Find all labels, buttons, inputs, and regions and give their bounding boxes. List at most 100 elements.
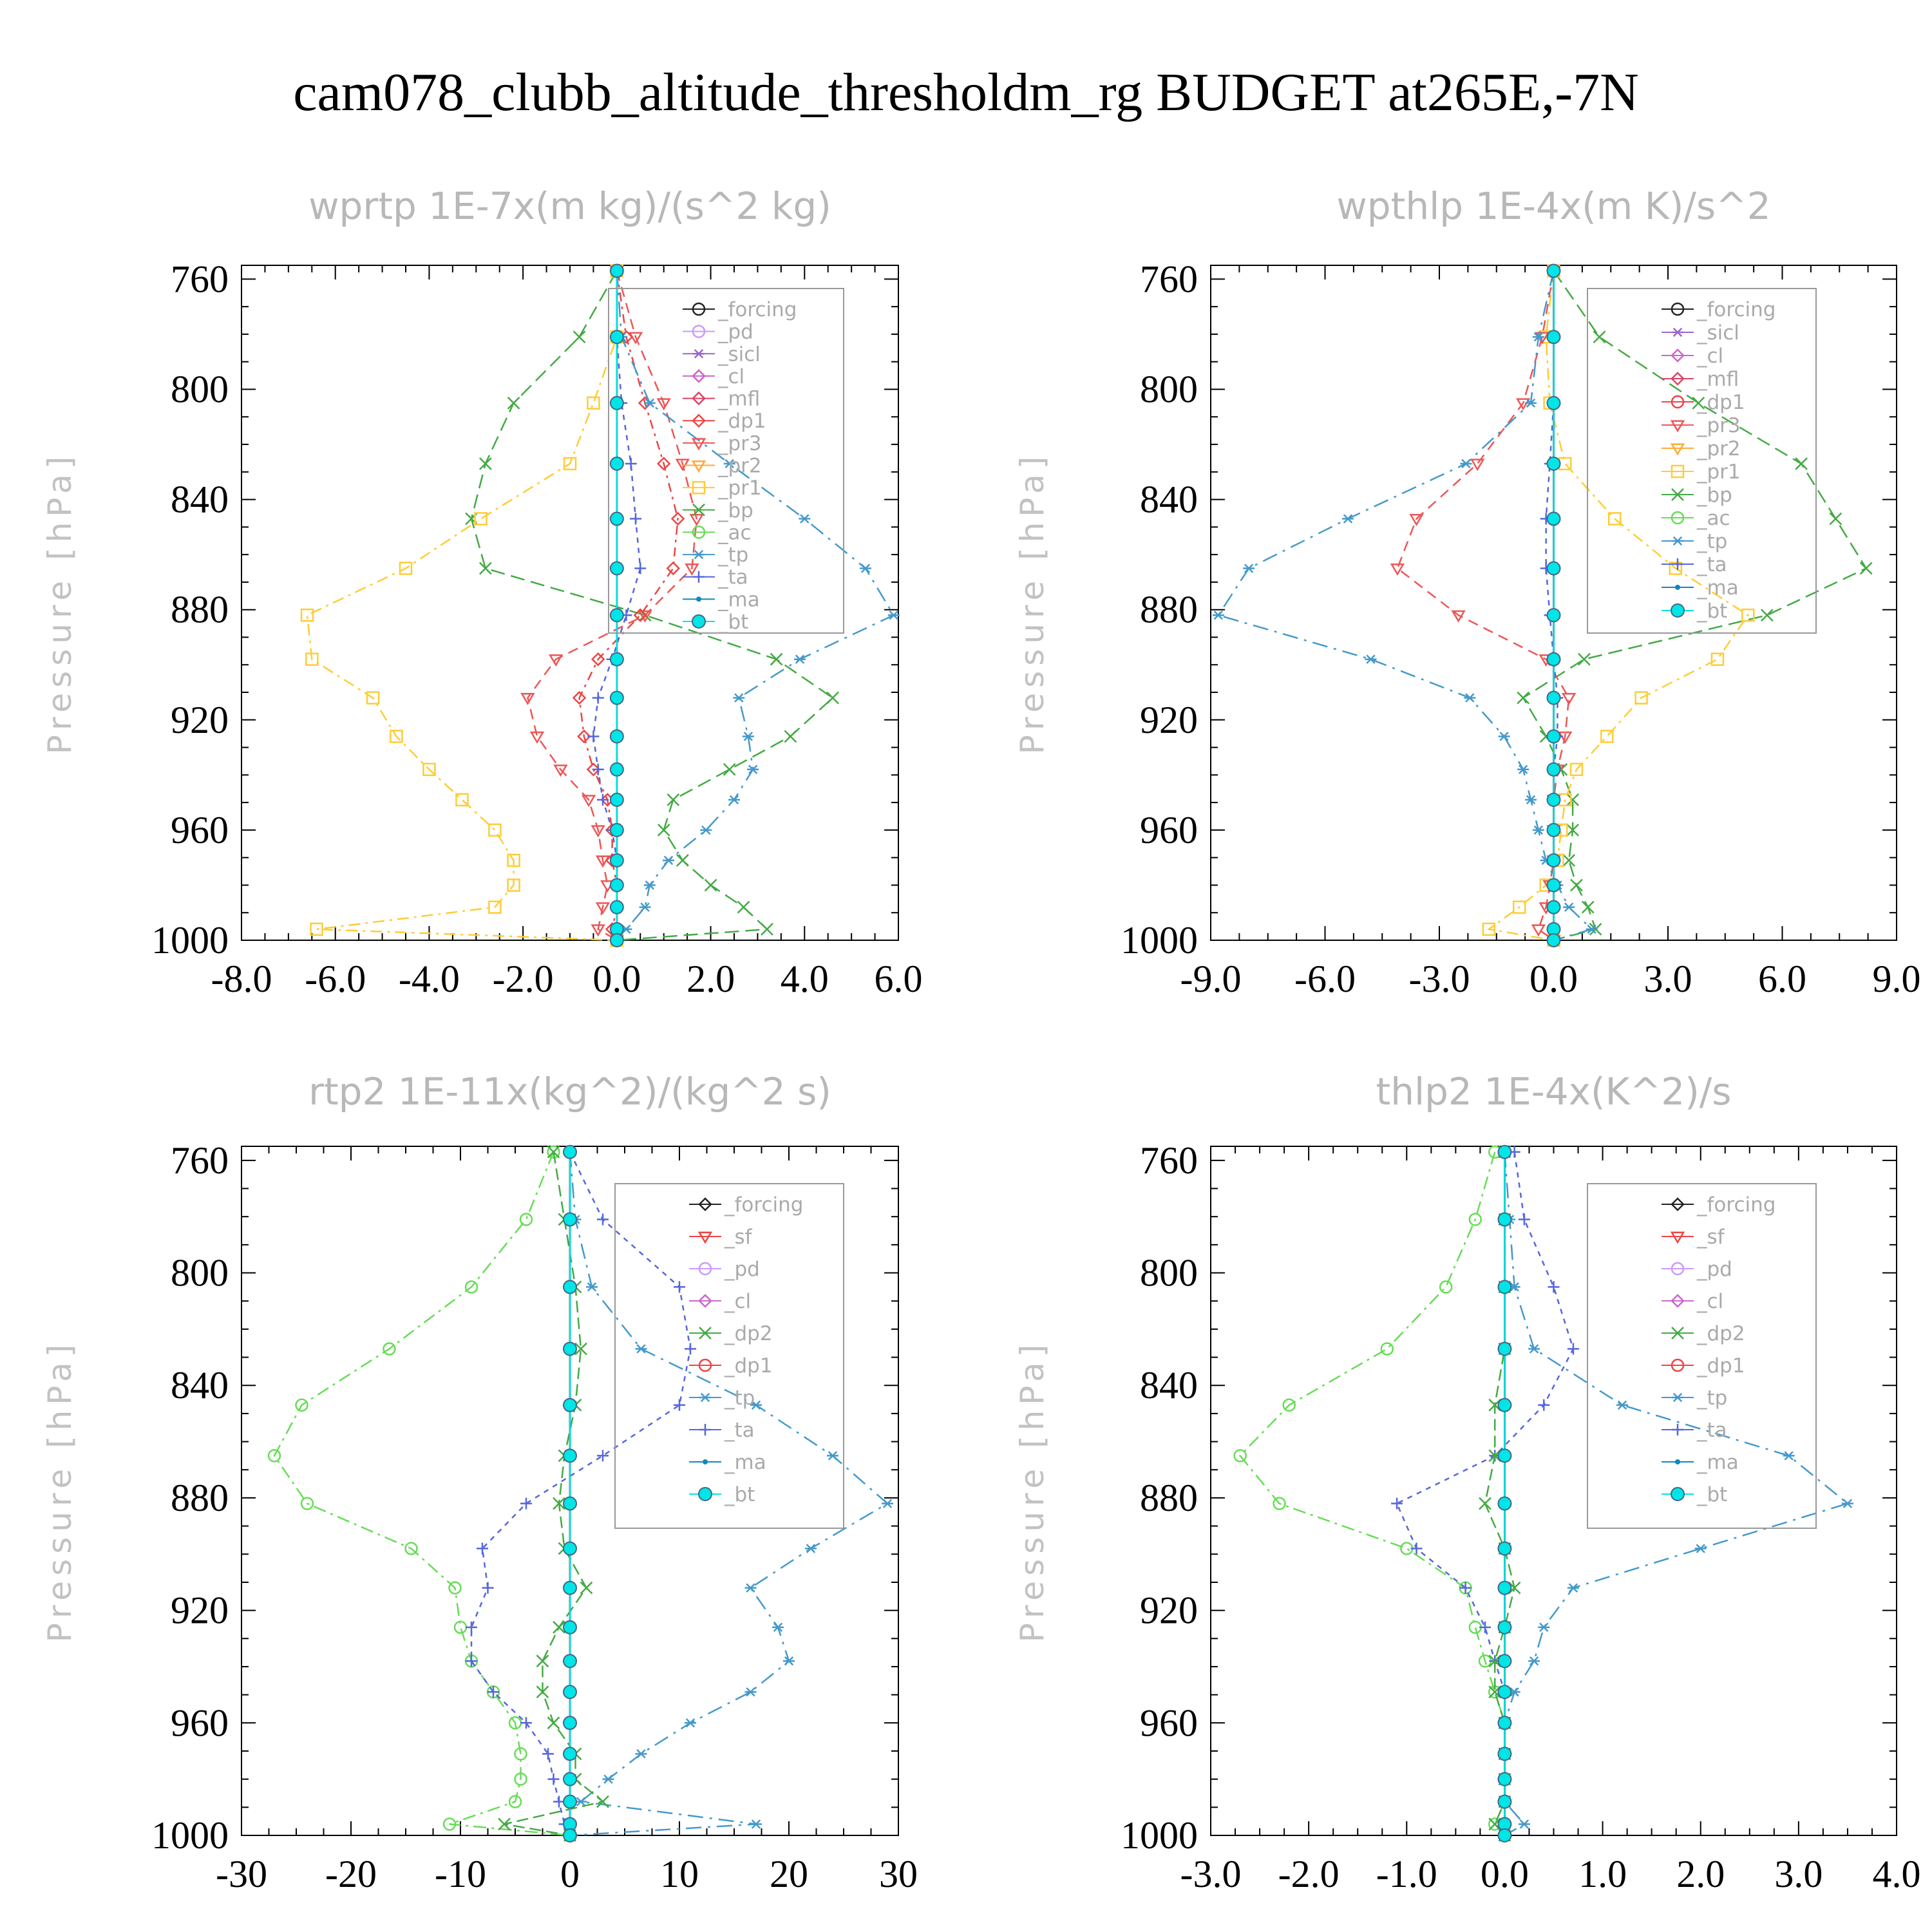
y-axis-label: Pressure [hPa] <box>1014 1340 1051 1643</box>
legend-entry: _dp1 <box>724 1354 773 1378</box>
legend-entry: _tp <box>1696 1387 1727 1410</box>
data-point-tp <box>1365 654 1377 664</box>
data-point-dp1 <box>666 561 681 576</box>
legend-entry: _cl <box>724 1290 751 1313</box>
legend-entry: _pr3 <box>1696 414 1741 437</box>
data-point-tp <box>783 1656 795 1666</box>
data-point-tp <box>586 1282 598 1292</box>
legend-marker <box>1670 1231 1685 1244</box>
data-point-pr3 <box>656 398 671 411</box>
data-point-dp1 <box>383 1342 396 1356</box>
data-point-bt <box>1497 1212 1512 1227</box>
data-point-pr1 <box>399 562 413 575</box>
data-point-bt <box>1546 263 1561 278</box>
legend-marker <box>691 438 706 451</box>
data-point-pr3 <box>1531 924 1546 937</box>
data-point-bt <box>1546 511 1561 526</box>
data-point-bt <box>563 1747 577 1761</box>
data-point-ta <box>547 1773 560 1785</box>
data-point-bt <box>563 1144 577 1159</box>
data-point-dp1 <box>404 1542 418 1555</box>
y-tick-label: 840 <box>171 478 229 521</box>
legend-marker <box>698 1197 712 1211</box>
legend-marker <box>692 325 706 338</box>
data-point-tp <box>643 880 656 890</box>
series-line-tp <box>1217 270 1594 942</box>
data-point-tp <box>1532 332 1544 342</box>
legend-entry: _pd <box>724 1258 760 1281</box>
legend-entry: _ta <box>717 566 748 589</box>
data-point-bt <box>1497 1397 1512 1412</box>
legend-entry: _forcing <box>724 1193 803 1217</box>
data-point-pr3 <box>1451 610 1466 623</box>
data-point-tp <box>1532 825 1544 835</box>
y-tick-label: 960 <box>1140 809 1198 851</box>
data-point-pr1 <box>507 878 520 892</box>
data-point-tp <box>1212 611 1224 620</box>
data-point-pr3 <box>675 459 690 471</box>
legend-marker <box>1675 585 1680 590</box>
legend-marker <box>1671 1487 1685 1501</box>
data-point-ta <box>1538 1399 1550 1411</box>
legend-entry: _bp <box>1696 484 1732 507</box>
legend-marker <box>1672 1424 1683 1435</box>
data-point-bt <box>609 878 624 893</box>
legend-entry: _pd <box>717 321 753 344</box>
data-point-ta <box>1518 1213 1530 1226</box>
y-tick-label: 880 <box>171 589 229 631</box>
data-point-tp <box>1528 1344 1540 1354</box>
data-point-tp <box>750 1819 762 1829</box>
data-point-tp <box>1517 764 1530 774</box>
legend-entry: _ac <box>717 521 752 544</box>
legend-marker <box>692 480 706 495</box>
data-point-bp <box>1692 396 1705 410</box>
panel-1: wprtp 1E-7x(m kg)/(s^2 kg) Pressure [hPa]… <box>41 184 923 1000</box>
data-point-pr3 <box>595 902 611 915</box>
data-point-dp1 <box>633 608 648 623</box>
y-tick-label: 1000 <box>151 1814 229 1857</box>
data-point-pr1 <box>1741 608 1755 622</box>
data-point-pr1 <box>390 730 403 743</box>
x-tick-label: 3.0 <box>1644 958 1692 1000</box>
legend-marker <box>703 1459 708 1464</box>
series-line-dp1 <box>578 270 679 941</box>
data-point-bp <box>737 900 750 914</box>
x-tick-label: -3.0 <box>1180 1853 1242 1895</box>
data-point-bt <box>1497 1654 1512 1669</box>
data-point-pr3 <box>1515 398 1531 411</box>
y-tick-label: 920 <box>1140 699 1198 741</box>
legend-marker <box>1671 464 1685 478</box>
data-point-tp <box>1525 398 1537 408</box>
data-point-bp <box>1859 562 1873 575</box>
data-point-bt <box>609 511 624 526</box>
x-tick-label: 9.0 <box>1873 958 1921 1000</box>
x-tick-label: 4.0 <box>781 958 829 1000</box>
data-point-pr1 <box>587 396 600 410</box>
legend-marker <box>1672 1392 1683 1403</box>
legend-marker <box>1672 536 1683 546</box>
legend-entry: _pr2 <box>1696 437 1741 460</box>
data-point-pr1 <box>310 922 323 936</box>
panel-title: rtp2 1E-11x(kg^2)/(kg^2 s) <box>308 1070 831 1113</box>
series-line-pr1 <box>306 270 618 942</box>
y-tick-label: 800 <box>171 368 229 410</box>
data-point-ta <box>597 1213 609 1226</box>
data-point-dp2 <box>553 1497 565 1510</box>
data-point-bt <box>1497 1794 1512 1809</box>
data-point-ta <box>488 1686 499 1698</box>
legend-marker <box>1671 348 1685 363</box>
data-point-bt <box>609 690 624 705</box>
legend: _forcing_pd_sicl_cl_mfl_dp1_pr3_pr2_pr1_… <box>608 288 844 634</box>
y-tick-label: 920 <box>171 699 229 741</box>
data-point-bt <box>563 1280 577 1294</box>
y-axis-label: Pressure [hPa] <box>1014 451 1051 755</box>
panel-2: wpthlp 1E-4x(m K)/s^2 Pressure [hPa] 760 80… <box>1014 184 1921 1000</box>
data-point-tp <box>1841 1499 1853 1508</box>
data-point-bt <box>609 561 624 576</box>
data-point-tp <box>860 564 871 573</box>
data-point-tp <box>742 732 754 741</box>
legend-entry: _dp2 <box>1696 1322 1745 1345</box>
y-axis-label: Pressure [hPa] <box>41 451 79 755</box>
data-point-dp2 <box>547 1716 560 1730</box>
